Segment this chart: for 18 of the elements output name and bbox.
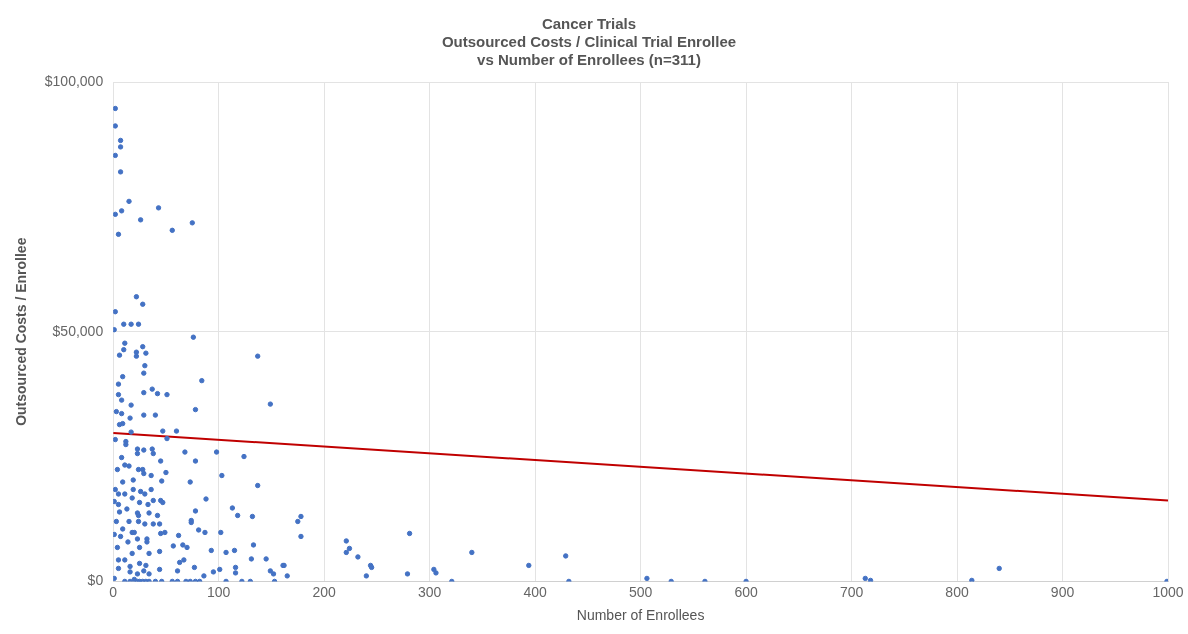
x-tick-label: 100 — [206, 583, 231, 600]
x-tick-label: 300 — [417, 583, 442, 600]
x-tick-label: 800 — [945, 583, 969, 600]
y-tick-label: $0 — [87, 572, 104, 589]
x-tick-label: 900 — [1050, 583, 1075, 600]
x-tick-label: 200 — [312, 583, 337, 600]
x-tick-label: 600 — [734, 583, 758, 600]
x-tick-label: 0 — [109, 583, 118, 600]
x-tick-label: 1000 — [1152, 583, 1184, 600]
chart-title: Cancer Trials — [541, 15, 637, 33]
x-axis-title: Number of Enrollees — [576, 607, 705, 624]
y-tick-label: $100,000 — [44, 72, 104, 89]
y-tick-label: $50,000 — [52, 322, 104, 339]
x-tick-label: 500 — [628, 583, 653, 600]
y-axis-title: Outsourced Costs / Enrollee — [13, 237, 30, 426]
x-tick-label: 400 — [523, 583, 548, 600]
x-tick-label: 700 — [839, 583, 864, 600]
chart-subtitle: Outsourced Costs / Clinical Trial Enrollee vs Number of Enrollees (n=311) — [441, 33, 737, 69]
